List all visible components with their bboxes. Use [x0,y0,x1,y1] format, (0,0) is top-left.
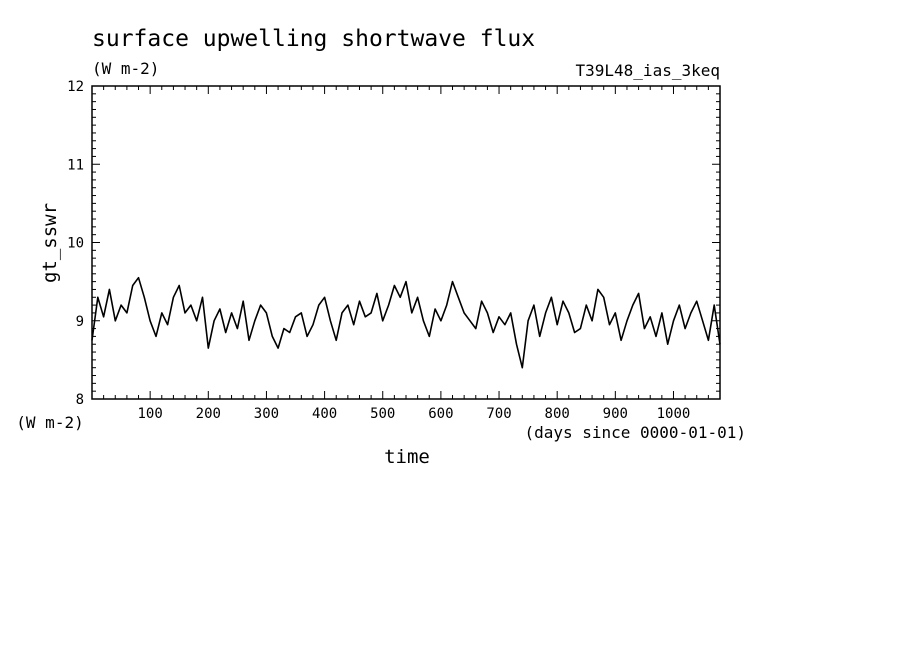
y-axis-units: (W m-2) [16,413,83,432]
chart-units: (W m-2) [92,59,159,78]
x-tick-label: 100 [137,406,162,422]
x-tick-label: 600 [428,406,453,422]
x-tick-label: 1000 [657,406,691,422]
x-axis-units: (days since 0000-01-01) [524,423,746,442]
y-tick-label: 9 [76,314,84,330]
run-label: T39L48_ias_3keq [576,61,721,80]
y-tick-label: 8 [76,392,84,408]
x-tick-label: 500 [370,406,395,422]
chart-title: surface upwelling shortwave flux [92,26,535,52]
y-axis-ticks [92,93,720,392]
series-line [91,276,721,369]
x-tick-label: 400 [312,406,337,422]
y-axis-tick-labels: 8 9 10 11 12 [67,79,84,408]
x-tick-label: 700 [486,406,511,422]
x-tick-label: 300 [254,406,279,422]
x-axis-label: time [384,446,430,468]
x-axis-tick-labels: 100 200 300 400 500 600 700 800 900 1000 [137,406,690,422]
y-tick-label: 12 [67,79,84,95]
y-tick-label: 10 [67,236,84,252]
x-tick-label: 200 [196,406,221,422]
y-axis-label: gt_sswr [39,203,61,283]
x-axis-ticks [103,86,709,399]
plot-frame [91,85,721,400]
y-tick-label: 11 [67,157,84,173]
x-tick-label: 800 [545,406,570,422]
x-tick-label: 900 [603,406,628,422]
